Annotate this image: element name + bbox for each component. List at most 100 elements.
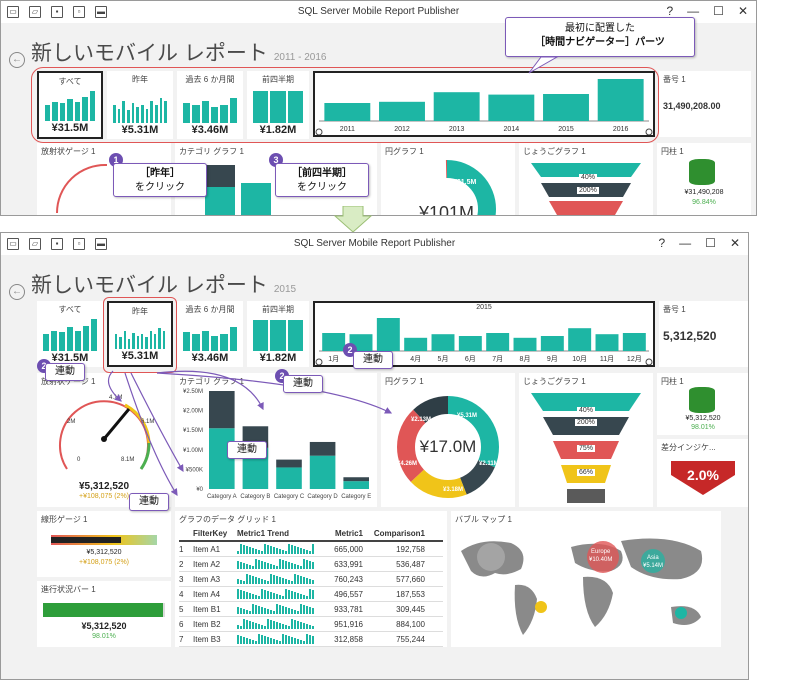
- spark-bar: [309, 551, 311, 554]
- grid-cell: Item B3: [193, 634, 221, 644]
- funnel-label: 66%: [577, 469, 596, 476]
- maximize-button[interactable]: ☐: [713, 4, 724, 18]
- grid-cell: 1: [179, 544, 184, 554]
- grid-header-cell[interactable]: Metric1 Trend: [237, 529, 290, 538]
- spark-bar: [312, 562, 314, 569]
- slice-label: ¥2.11M: [479, 461, 499, 467]
- minimize-button[interactable]: —: [679, 236, 692, 250]
- grid-cell: Item B1: [193, 604, 221, 614]
- sparkline: [237, 544, 321, 554]
- slice-label: ¥3.18M: [443, 487, 464, 493]
- spark-bar: [270, 546, 272, 554]
- spark-bar: [264, 608, 266, 614]
- timeline-label: 5月: [438, 355, 449, 363]
- mini-bar: [145, 108, 149, 123]
- cylinder-shape: [689, 159, 715, 185]
- tile-all[interactable]: すべて ¥31.5M: [37, 301, 103, 367]
- table-row[interactable]: 3 Item A3 760,243 577,660: [179, 572, 443, 587]
- grid-cell: Item A2: [193, 559, 221, 569]
- tile-prev-half[interactable]: 前四半期 ¥1.82M: [247, 301, 309, 367]
- tile-last-year[interactable]: 昨年 ¥5.31M: [107, 301, 173, 367]
- date-range: 2015: [273, 284, 297, 295]
- help-button[interactable]: ?: [658, 236, 666, 250]
- table-row[interactable]: 4 Item A4 496,557 187,553: [179, 587, 443, 602]
- spark-bar: [312, 590, 314, 599]
- open-folder-icon[interactable]: ▱: [29, 238, 41, 250]
- close-button[interactable]: ✕: [729, 236, 740, 250]
- open-folder-icon[interactable]: ▱: [29, 6, 41, 18]
- table-row[interactable]: 5 Item B1 933,781 309,445: [179, 602, 443, 617]
- timeline-bar: [540, 336, 564, 351]
- save-as-icon[interactable]: ▫: [73, 6, 85, 18]
- donut-chart: [398, 160, 496, 215]
- report-icon[interactable]: ▭: [7, 6, 19, 18]
- tile-six-months[interactable]: 過去 6 か月間 ¥3.46M: [177, 71, 243, 139]
- callout-line: をクリック: [297, 182, 347, 193]
- time-navigator[interactable]: 2011 2012 2013 2014 2015 2016: [313, 71, 655, 137]
- mini-bar: [270, 90, 286, 123]
- cylinder-pct: 98.01%: [691, 424, 715, 431]
- close-button[interactable]: ✕: [737, 4, 748, 18]
- donut-tile: 円グラフ 1 ¥17.0M ¥5.31M ¥2.11M ¥3.18M ¥4.26…: [381, 373, 515, 507]
- grid-header-cell[interactable]: Metric1: [334, 529, 363, 538]
- spark-bar: [249, 621, 251, 629]
- spark-bar: [252, 566, 254, 569]
- callout-line: ［昨年］: [140, 168, 180, 179]
- spark-bar: [261, 561, 263, 569]
- minimize-button[interactable]: —: [687, 4, 700, 18]
- spark-bar: [291, 545, 293, 554]
- spark-bar: [294, 564, 296, 569]
- mini-bar: [75, 330, 81, 351]
- save-as-icon[interactable]: ▫: [73, 238, 85, 250]
- table-row[interactable]: 6 Item B2 951,916 884,100: [179, 617, 443, 632]
- linear-gauge-fill: [51, 537, 121, 543]
- publish-icon[interactable]: ▬: [95, 238, 107, 250]
- save-icon[interactable]: ▪: [51, 6, 63, 18]
- x-tick-label: Category E: [341, 494, 371, 500]
- help-button[interactable]: ?: [666, 4, 674, 18]
- tile-all[interactable]: すべて ¥31.5M: [37, 71, 103, 139]
- spark-bar: [306, 634, 308, 644]
- transition-arrow-icon: [333, 206, 373, 233]
- spark-bar: [273, 565, 275, 569]
- save-icon[interactable]: ▪: [51, 238, 63, 250]
- tile-last-year[interactable]: 昨年 ¥5.31M: [107, 71, 173, 139]
- spark-bar: [309, 607, 311, 614]
- mini-bar: [45, 105, 51, 121]
- mini-bar: [220, 334, 228, 351]
- mini-bar: [183, 103, 191, 123]
- back-arrow-icon[interactable]: ←: [9, 52, 25, 68]
- linear-gauge-tile: 線形ゲージ 1 ¥5,312,520 +¥108,075 (2%): [37, 511, 171, 577]
- grid-header-cell[interactable]: Comparison1: [373, 529, 425, 538]
- gauge-tick: 4.1M: [109, 395, 123, 401]
- back-arrow-icon[interactable]: ←: [9, 284, 25, 300]
- spark-bar: [255, 623, 257, 629]
- spark-bar: [273, 611, 275, 614]
- tile-prev-half[interactable]: 前四半期 ¥1.82M: [247, 71, 309, 139]
- table-row[interactable]: 7 Item B3 312,858 755,244: [179, 632, 443, 647]
- spark-bar: [309, 589, 311, 599]
- grid-header-cell[interactable]: FilterKey: [193, 529, 228, 538]
- spark-bar: [291, 609, 293, 614]
- spark-bar: [246, 564, 248, 569]
- tile-title: 円柱 1: [661, 147, 684, 156]
- mini-bar: [91, 318, 97, 351]
- maximize-button[interactable]: ☐: [705, 236, 716, 250]
- timeline-label: 2013: [449, 126, 465, 133]
- mini-bar: [127, 338, 131, 349]
- data-grid-tile: グラフのデータ グリッド 1 FilterKey Metric1 Trend M…: [175, 511, 447, 647]
- spark-bar: [306, 606, 308, 614]
- spark-bar: [258, 560, 260, 569]
- report-icon[interactable]: ▭: [7, 238, 19, 250]
- publish-icon[interactable]: ▬: [95, 6, 107, 18]
- spark-bar: [249, 547, 251, 554]
- spark-bar: [300, 622, 302, 629]
- progress-tile: 進行状況バー 1 ¥5,312,520 98.01%: [37, 581, 171, 647]
- tile-six-months[interactable]: 過去 6 か月間 ¥3.46M: [177, 301, 243, 367]
- cylinder-value: ¥31,490,208: [684, 189, 724, 196]
- spark-bar: [288, 562, 290, 569]
- tile-title: 円グラフ 1: [385, 377, 424, 386]
- funnel-label: 40%: [577, 407, 596, 414]
- table-row[interactable]: 1 Item A1 665,000 192,758: [179, 542, 443, 557]
- table-row[interactable]: 2 Item A2 633,991 536,487: [179, 557, 443, 572]
